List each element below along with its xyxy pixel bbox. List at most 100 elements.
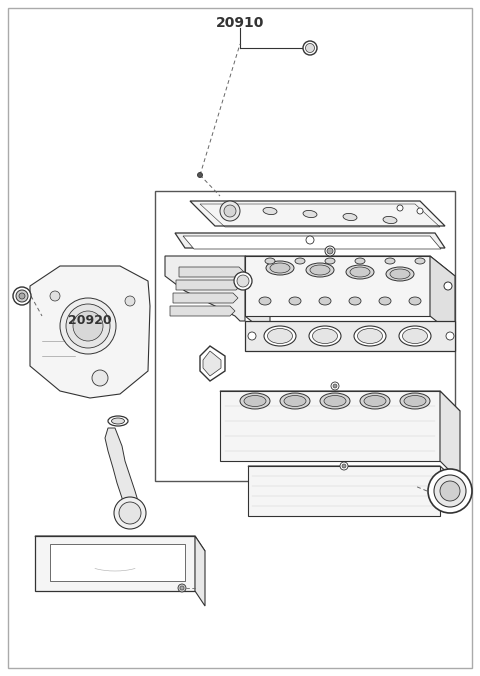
Polygon shape: [245, 256, 430, 316]
Circle shape: [428, 469, 472, 513]
Circle shape: [303, 41, 317, 55]
Polygon shape: [190, 201, 445, 226]
Ellipse shape: [289, 297, 301, 305]
Ellipse shape: [355, 258, 365, 264]
Circle shape: [180, 586, 184, 590]
Ellipse shape: [346, 265, 374, 279]
Ellipse shape: [306, 263, 334, 277]
Ellipse shape: [386, 267, 414, 281]
Circle shape: [333, 384, 337, 388]
Polygon shape: [248, 466, 460, 484]
Ellipse shape: [390, 269, 410, 279]
Ellipse shape: [320, 393, 350, 409]
Circle shape: [305, 43, 314, 53]
Ellipse shape: [244, 395, 266, 406]
Polygon shape: [170, 306, 235, 316]
Ellipse shape: [325, 258, 335, 264]
Ellipse shape: [319, 297, 331, 305]
Ellipse shape: [404, 395, 426, 406]
Ellipse shape: [264, 326, 296, 346]
Circle shape: [125, 296, 135, 306]
Ellipse shape: [312, 329, 337, 343]
Ellipse shape: [303, 210, 317, 218]
Ellipse shape: [379, 297, 391, 305]
Ellipse shape: [343, 214, 357, 220]
Circle shape: [60, 298, 116, 354]
Ellipse shape: [415, 258, 425, 264]
Polygon shape: [220, 391, 460, 411]
Bar: [155, 191, 455, 481]
Circle shape: [50, 291, 60, 301]
Polygon shape: [430, 256, 455, 336]
Polygon shape: [176, 280, 241, 290]
Circle shape: [327, 248, 333, 254]
Polygon shape: [440, 391, 460, 481]
Ellipse shape: [263, 208, 277, 214]
Ellipse shape: [267, 329, 292, 343]
Circle shape: [446, 332, 454, 340]
Ellipse shape: [400, 393, 430, 409]
Ellipse shape: [360, 393, 390, 409]
Circle shape: [434, 475, 466, 507]
Circle shape: [19, 293, 25, 299]
Polygon shape: [105, 428, 138, 508]
Polygon shape: [203, 351, 221, 376]
Circle shape: [331, 382, 339, 390]
Ellipse shape: [403, 329, 428, 343]
Circle shape: [220, 201, 240, 221]
Polygon shape: [35, 536, 195, 591]
Ellipse shape: [284, 395, 306, 406]
Polygon shape: [245, 321, 455, 351]
Polygon shape: [165, 256, 245, 321]
Ellipse shape: [295, 258, 305, 264]
Polygon shape: [35, 536, 205, 551]
Ellipse shape: [265, 258, 275, 264]
Text: 20910: 20910: [216, 16, 264, 30]
Circle shape: [306, 236, 314, 244]
Ellipse shape: [240, 393, 270, 409]
Polygon shape: [248, 466, 440, 516]
Ellipse shape: [108, 416, 128, 426]
Polygon shape: [245, 256, 455, 276]
Circle shape: [325, 246, 335, 256]
Polygon shape: [173, 293, 238, 303]
Circle shape: [119, 502, 141, 524]
Circle shape: [342, 464, 346, 468]
Circle shape: [237, 275, 249, 287]
Ellipse shape: [385, 258, 395, 264]
Circle shape: [178, 584, 186, 592]
Ellipse shape: [354, 326, 386, 346]
Ellipse shape: [310, 265, 330, 275]
Ellipse shape: [266, 261, 294, 275]
Ellipse shape: [358, 329, 383, 343]
Circle shape: [340, 462, 348, 470]
Circle shape: [397, 205, 403, 211]
Circle shape: [73, 311, 103, 341]
Circle shape: [440, 481, 460, 501]
Circle shape: [114, 497, 146, 529]
Circle shape: [417, 208, 423, 214]
Ellipse shape: [111, 418, 124, 424]
Ellipse shape: [350, 267, 370, 277]
Circle shape: [16, 290, 28, 302]
Polygon shape: [50, 544, 185, 581]
Circle shape: [13, 287, 31, 305]
Ellipse shape: [409, 297, 421, 305]
Polygon shape: [200, 346, 225, 381]
Polygon shape: [30, 266, 150, 398]
Ellipse shape: [324, 395, 346, 406]
Circle shape: [248, 332, 256, 340]
Circle shape: [197, 172, 203, 178]
Ellipse shape: [309, 326, 341, 346]
Polygon shape: [183, 236, 441, 249]
Circle shape: [444, 282, 452, 290]
Ellipse shape: [399, 326, 431, 346]
Polygon shape: [179, 267, 244, 277]
Polygon shape: [220, 391, 440, 461]
Ellipse shape: [383, 216, 397, 224]
Circle shape: [224, 205, 236, 217]
Ellipse shape: [349, 297, 361, 305]
Circle shape: [234, 272, 252, 290]
Circle shape: [92, 370, 108, 386]
Polygon shape: [175, 233, 445, 248]
